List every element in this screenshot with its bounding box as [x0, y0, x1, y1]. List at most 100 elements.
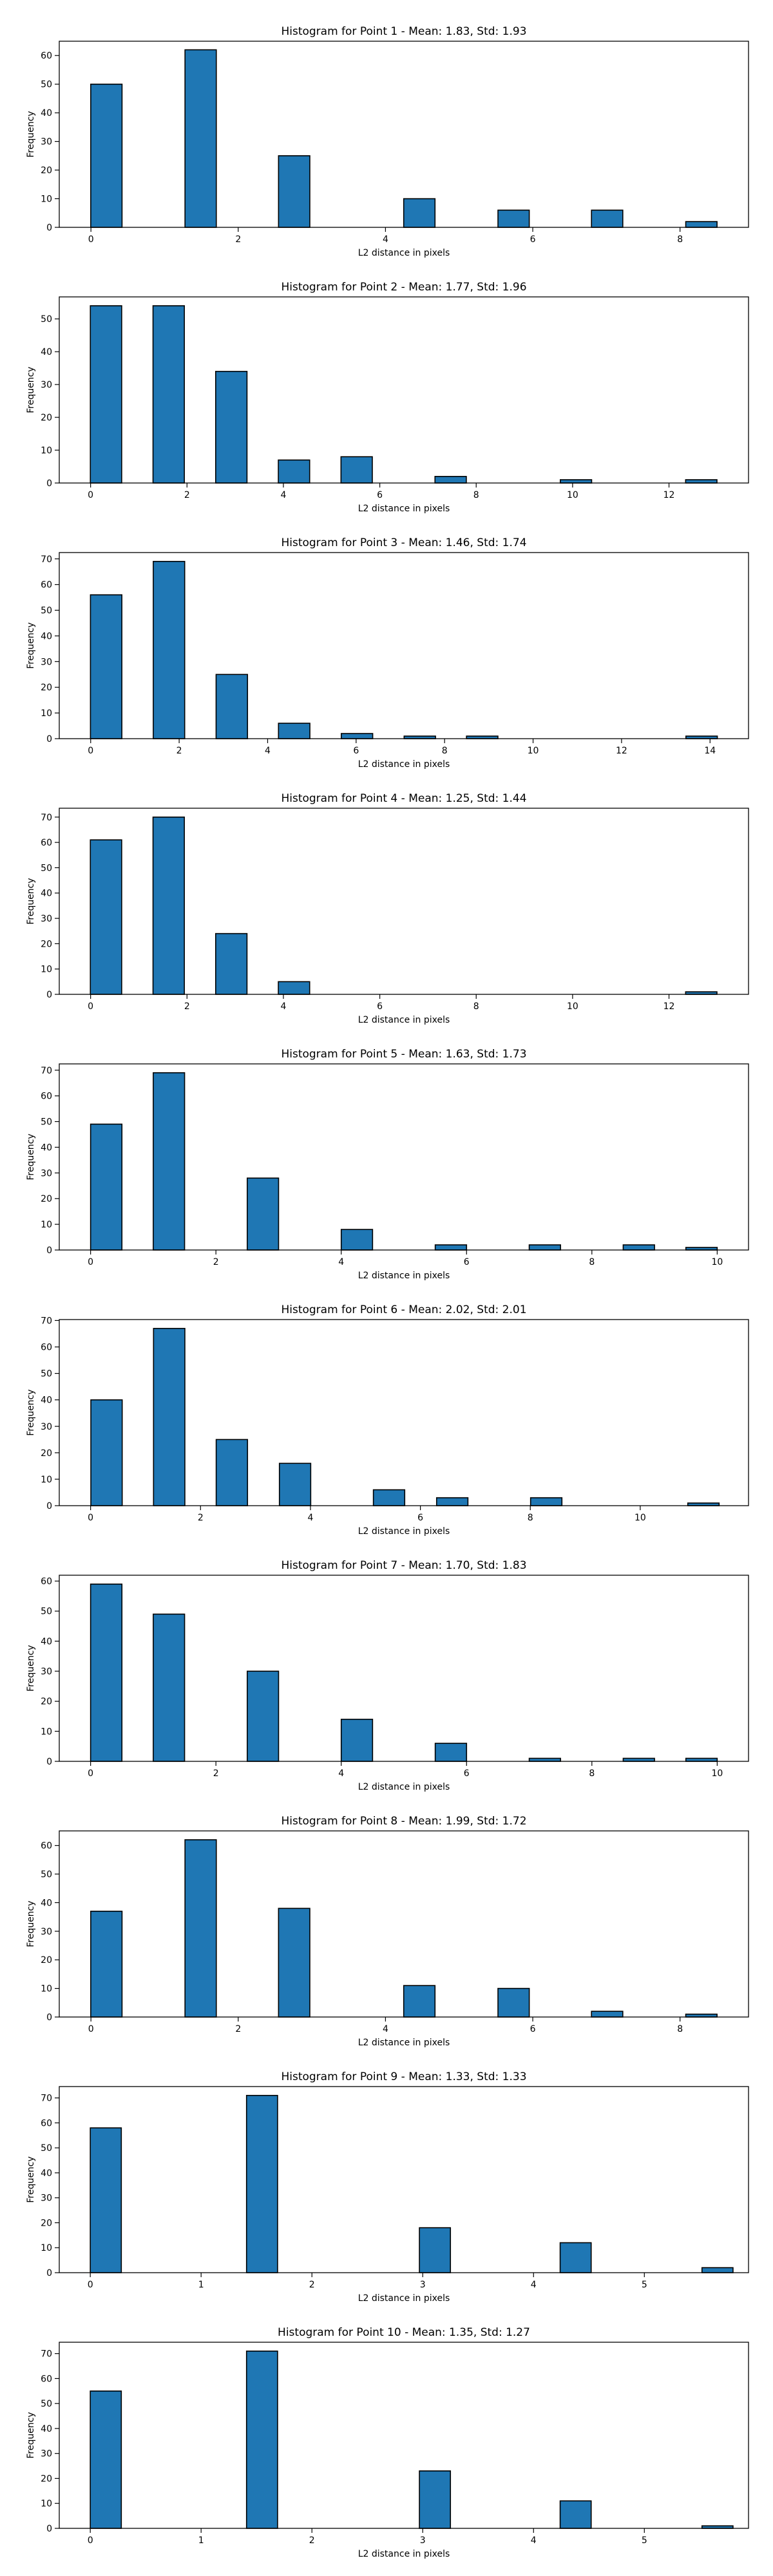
axes-frame [59, 1319, 749, 1506]
y-tick-label: 20 [41, 683, 52, 693]
bar [340, 1718, 374, 1762]
y-tick-label: 10 [41, 965, 52, 975]
histogram-panel-4: Histogram for Point 4 - Mean: 1.25, Std:… [26, 792, 749, 1025]
y-tick-label: 50 [41, 2399, 52, 2409]
bar [685, 479, 718, 484]
bar [215, 370, 248, 484]
y-tick-label: 70 [41, 2094, 52, 2104]
bar [372, 1489, 406, 1506]
bar [153, 1327, 186, 1506]
x-tick-label: 4 [338, 1257, 344, 1267]
x-tick-label: 10 [567, 490, 578, 500]
x-tick-label: 1 [198, 2535, 204, 2546]
bar [340, 1229, 374, 1251]
bar [90, 594, 122, 739]
y-tick-label: 60 [41, 1841, 52, 1852]
x-tick-label: 8 [589, 1257, 595, 1267]
bar [245, 2350, 278, 2529]
y-tick-label: 60 [41, 838, 52, 848]
y-axis-label: Frequency [26, 1900, 36, 1947]
x-tick-label: 4 [338, 1768, 344, 1779]
bar [419, 2227, 452, 2273]
bars [90, 1583, 718, 1762]
y-tick-label: 40 [41, 1396, 52, 1406]
x-tick-label: 2 [235, 234, 241, 245]
x-tick-label: 0 [88, 1513, 93, 1523]
x-tick-label: 10 [528, 746, 539, 756]
x-axis-label: L2 distance in pixels [358, 2038, 450, 2048]
x-tick-label: 0 [88, 2024, 94, 2034]
x-tick-label: 0 [88, 1001, 93, 1012]
y-tick-label: 10 [41, 708, 52, 719]
x-tick-label: 6 [417, 1513, 423, 1523]
x-tick-label: 6 [377, 1001, 383, 1012]
bar [497, 1987, 530, 2018]
x-tick-label: 8 [442, 746, 448, 756]
histogram-panel-2: Histogram for Point 2 - Mean: 1.77, Std:… [26, 281, 749, 514]
x-tick-label: 6 [464, 1257, 470, 1267]
y-tick-label: 0 [46, 2012, 52, 2023]
x-tick-label: 8 [473, 1001, 479, 1012]
bar [278, 459, 310, 484]
y-tick-label: 50 [41, 1117, 52, 1128]
y-tick-label: 50 [41, 1870, 52, 1880]
bar [591, 209, 624, 228]
bar [90, 2127, 122, 2273]
y-tick-label: 0 [46, 2524, 52, 2534]
histogram-panel-5: Histogram for Point 5 - Mean: 1.63, Std:… [26, 1048, 749, 1281]
bar [278, 155, 310, 228]
x-tick-label: 12 [663, 490, 675, 500]
y-tick-label: 20 [41, 939, 52, 949]
bar [247, 1671, 280, 1762]
x-tick-label: 0 [88, 2280, 93, 2290]
y-tick-label: 10 [41, 446, 52, 456]
chart-title: Histogram for Point 4 - Mean: 1.25, Std:… [281, 792, 526, 805]
y-tick-label: 70 [41, 554, 52, 565]
axes-frame [59, 2086, 749, 2273]
histogram-panel-3: Histogram for Point 3 - Mean: 1.46, Std:… [26, 536, 749, 770]
y-tick-label: 40 [41, 631, 52, 641]
x-tick-label: 2 [198, 1513, 204, 1523]
y-tick-label: 30 [41, 2193, 52, 2204]
y-tick-label: 10 [41, 1984, 52, 1994]
x-tick-label: 10 [711, 1768, 723, 1779]
x-axis-label: L2 distance in pixels [358, 1015, 450, 1025]
y-axis-label: Frequency [26, 111, 36, 157]
x-tick-label: 4 [280, 490, 286, 500]
x-tick-label: 10 [711, 1257, 723, 1267]
bars [90, 305, 718, 484]
x-tick-label: 14 [704, 746, 716, 756]
x-tick-label: 6 [530, 2024, 536, 2034]
x-tick-label: 3 [420, 2280, 426, 2290]
bars [90, 2350, 734, 2529]
histogram-panel-1: Histogram for Point 1 - Mean: 1.83, Std:… [26, 25, 749, 258]
x-tick-label: 0 [88, 746, 93, 756]
bars [90, 1839, 718, 2018]
bar [215, 674, 249, 739]
x-tick-label: 0 [88, 2535, 93, 2546]
bar [685, 2013, 718, 2018]
y-tick-label: 30 [41, 137, 52, 147]
x-tick-label: 8 [473, 490, 479, 500]
x-tick-label: 0 [88, 1257, 93, 1267]
y-tick-label: 0 [46, 478, 52, 489]
y-tick-label: 70 [41, 2349, 52, 2360]
x-tick-label: 6 [353, 746, 359, 756]
x-tick-label: 5 [642, 2535, 647, 2546]
y-tick-label: 50 [41, 606, 52, 616]
bars [90, 49, 718, 228]
bar [152, 305, 185, 484]
y-tick-label: 20 [41, 1697, 52, 1707]
x-tick-label: 10 [635, 1513, 646, 1523]
bar [434, 1743, 468, 1762]
y-tick-label: 40 [41, 347, 52, 357]
y-tick-label: 30 [41, 1168, 52, 1179]
y-tick-label: 30 [41, 1927, 52, 1937]
bar [152, 816, 185, 995]
y-tick-label: 60 [41, 1577, 52, 1587]
x-tick-label: 3 [420, 2535, 426, 2546]
x-tick-label: 8 [589, 1768, 595, 1779]
bar [622, 1757, 655, 1762]
y-axis-label: Frequency [26, 2156, 36, 2202]
